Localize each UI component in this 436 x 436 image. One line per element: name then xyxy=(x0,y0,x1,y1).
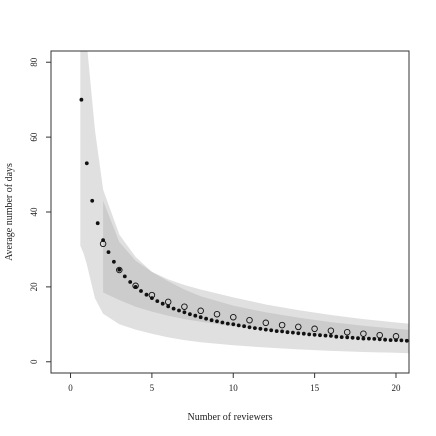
filled-point xyxy=(128,280,133,284)
filled-point xyxy=(209,318,214,323)
filled-point xyxy=(139,289,143,293)
filled-point xyxy=(339,335,344,339)
open-point xyxy=(376,331,383,339)
filled-point xyxy=(106,250,111,255)
filled-point xyxy=(177,308,181,313)
x-tick-label: 20 xyxy=(391,383,401,393)
open-point xyxy=(164,298,172,306)
open-point-series xyxy=(99,240,400,340)
filled-point xyxy=(269,328,274,333)
filled-point xyxy=(160,301,165,306)
open-point xyxy=(360,330,367,337)
y-tick-label: 60 xyxy=(29,132,39,142)
open-point xyxy=(132,282,139,290)
filled-point xyxy=(367,336,371,341)
y-tick-label: 0 xyxy=(29,359,39,364)
filled-point xyxy=(280,329,284,334)
x-axis-title: Number of reviewers xyxy=(188,412,273,423)
filled-point xyxy=(193,313,198,318)
open-point xyxy=(327,327,335,334)
filled-point xyxy=(350,335,355,340)
x-tick-label: 10 xyxy=(229,383,239,393)
filled-point xyxy=(198,315,203,320)
filled-point xyxy=(285,330,290,335)
filled-point xyxy=(166,304,171,309)
filled-point xyxy=(329,334,333,338)
open-point xyxy=(246,316,253,324)
y-tick-label: 40 xyxy=(29,207,39,217)
open-point xyxy=(392,333,400,340)
open-point xyxy=(148,291,156,299)
filled-point xyxy=(247,325,252,330)
filled-point xyxy=(90,198,95,203)
filled-point xyxy=(274,329,279,333)
filled-point xyxy=(182,310,187,315)
open-point xyxy=(230,313,237,321)
filled-point xyxy=(253,326,257,330)
filled-point xyxy=(301,331,306,336)
filled-point xyxy=(383,337,387,342)
filled-point xyxy=(225,321,230,326)
filled-point xyxy=(215,319,219,324)
inner-band xyxy=(103,200,409,341)
x-tick-label: 0 xyxy=(68,383,73,393)
filled-point xyxy=(171,306,176,311)
open-point xyxy=(278,321,286,329)
filled-point xyxy=(318,333,322,338)
filled-point xyxy=(258,326,263,331)
filled-point xyxy=(372,337,377,341)
y-tick-label: 20 xyxy=(29,282,39,292)
open-point xyxy=(116,266,123,274)
filled-point xyxy=(263,327,268,332)
filled-point xyxy=(155,299,160,303)
open-point xyxy=(262,319,270,327)
open-point xyxy=(197,307,204,315)
confidence-bands xyxy=(80,51,409,354)
filled-point xyxy=(79,97,84,102)
filled-point xyxy=(312,332,317,337)
y-axis: 0 20 40 60 80 xyxy=(29,57,51,364)
filled-point xyxy=(204,316,209,321)
filled-point xyxy=(188,312,192,317)
filled-point xyxy=(296,331,301,336)
y-axis-title: Average number of days xyxy=(4,163,15,261)
open-point xyxy=(295,323,302,331)
open-point xyxy=(99,240,107,248)
open-point xyxy=(311,325,318,333)
filled-point xyxy=(117,267,122,272)
filled-point xyxy=(404,338,409,343)
open-point xyxy=(213,310,221,318)
filled-point xyxy=(220,320,225,325)
filled-point xyxy=(388,338,393,342)
filled-point xyxy=(236,323,241,328)
filled-point xyxy=(231,322,236,327)
x-axis: 0 5 10 15 20 xyxy=(68,373,401,393)
filled-point xyxy=(133,285,138,289)
filled-point xyxy=(361,336,366,341)
x-tick-label: 15 xyxy=(310,383,320,393)
filled-point xyxy=(112,259,116,264)
filled-point-series xyxy=(79,97,409,343)
filled-point xyxy=(399,338,404,343)
filled-point xyxy=(307,332,312,337)
filled-point xyxy=(377,337,382,342)
filled-point xyxy=(122,274,127,279)
outer-band xyxy=(80,51,409,354)
open-point xyxy=(343,328,351,336)
y-tick-label: 80 xyxy=(29,57,39,67)
filled-point xyxy=(323,333,328,338)
filled-point xyxy=(345,335,350,340)
x-tick-label: 5 xyxy=(150,383,155,393)
filled-point xyxy=(334,334,339,339)
filled-point xyxy=(84,161,89,166)
filled-point xyxy=(291,330,295,335)
filled-point xyxy=(356,336,360,341)
filled-point xyxy=(242,324,247,329)
filled-point xyxy=(144,292,149,297)
filled-point xyxy=(95,221,100,226)
open-point xyxy=(181,303,188,310)
